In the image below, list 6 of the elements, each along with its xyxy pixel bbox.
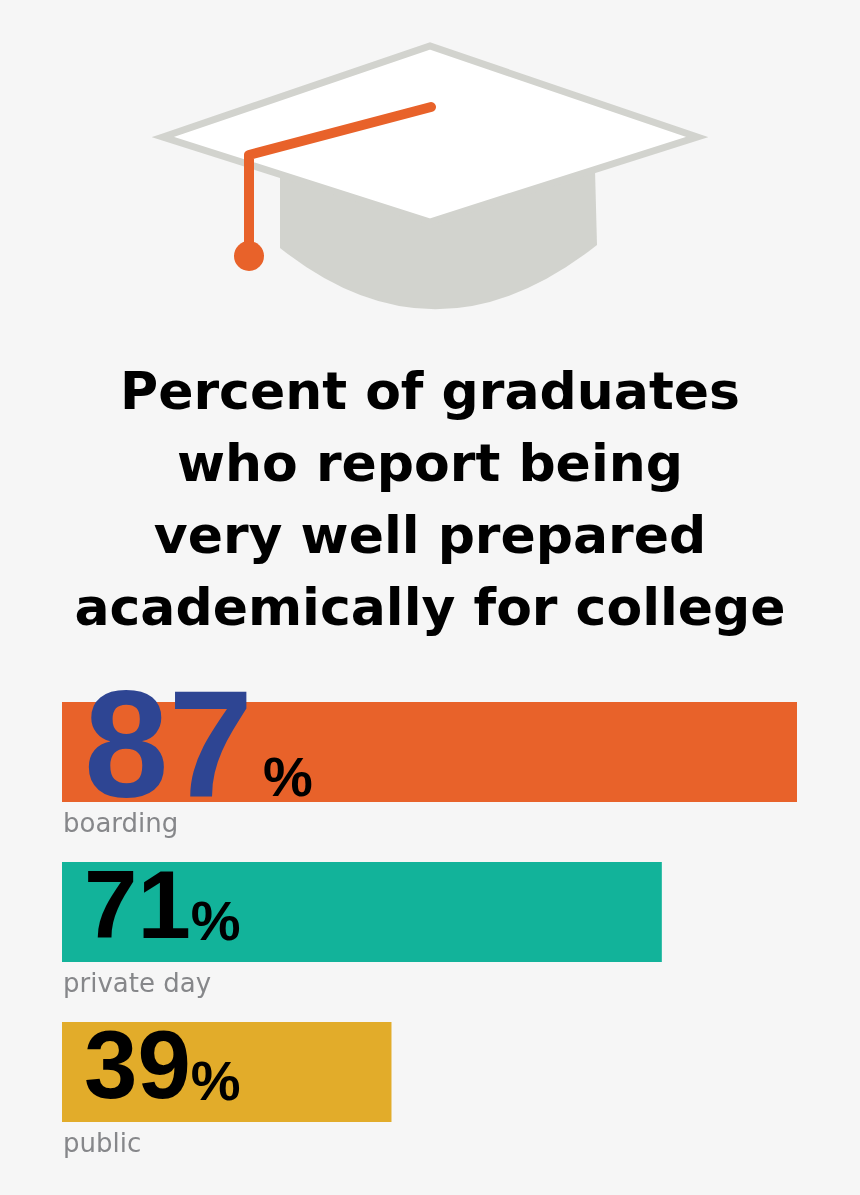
y-tick-label: boarding	[63, 808, 179, 838]
data-label: 39%	[84, 1010, 241, 1118]
data-label: 71%	[84, 850, 241, 958]
y-tick-label: private day	[63, 968, 212, 998]
y-tick-label: public	[63, 1128, 142, 1158]
chart-title: Percent of graduates who report being very well prepared academically for college	[74, 361, 786, 637]
